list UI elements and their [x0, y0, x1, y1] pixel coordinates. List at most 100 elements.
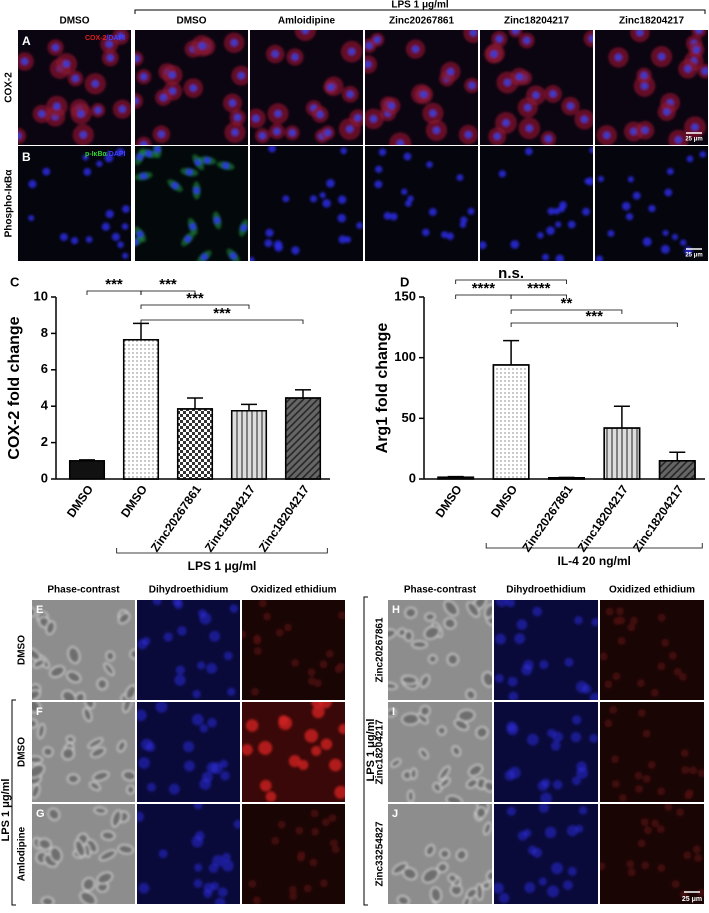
nucleus	[498, 170, 507, 178]
nucleus	[378, 148, 387, 156]
nucleus	[605, 607, 614, 616]
cell	[96, 871, 114, 885]
micrograph	[595, 146, 708, 261]
nucleus	[389, 212, 398, 221]
nucleus	[121, 223, 129, 230]
micrograph	[365, 30, 478, 145]
nucleus	[571, 776, 581, 786]
nucleus	[564, 657, 574, 667]
nucleus	[508, 691, 519, 700]
nucleus	[153, 146, 161, 153]
nucleus	[259, 779, 272, 792]
cell	[122, 702, 133, 713]
nucleus	[506, 600, 516, 608]
nucleus	[426, 161, 433, 168]
nucleus	[52, 44, 60, 52]
nucleus	[82, 154, 89, 161]
group-label: IL-4 20 ng/ml	[558, 554, 631, 568]
nucleus	[189, 223, 197, 231]
panel-letter: D	[400, 274, 409, 289]
cell	[41, 896, 55, 904]
cells	[137, 702, 230, 795]
micrograph	[137, 804, 240, 904]
nucleus	[38, 110, 46, 118]
bar-pattern	[492, 364, 530, 480]
nucleus	[152, 600, 162, 606]
significance-label: ***	[105, 276, 123, 293]
nucleus	[383, 212, 392, 220]
micrograph	[388, 600, 492, 700]
cell	[465, 778, 479, 789]
nucleus	[227, 687, 236, 696]
nucleus	[671, 880, 680, 889]
micrograph	[137, 702, 240, 802]
nucleus	[77, 110, 85, 118]
nucleus	[163, 632, 173, 642]
cell	[391, 862, 408, 875]
nucleus	[578, 806, 588, 815]
cell	[481, 671, 492, 688]
nucleus	[245, 719, 259, 732]
micrograph	[494, 702, 598, 802]
cells	[365, 30, 478, 145]
cell	[92, 770, 110, 782]
nucleus	[258, 741, 273, 755]
stain-label: p-IκBα/DAPI	[85, 151, 126, 158]
nucleus	[697, 888, 704, 897]
row-label: DMSO	[17, 635, 28, 665]
panel-letter: F	[36, 706, 43, 718]
cell	[404, 607, 418, 619]
nucleus	[168, 783, 180, 795]
nucleus	[546, 226, 555, 236]
cell	[32, 784, 41, 799]
nucleus	[441, 231, 448, 239]
cell	[103, 662, 115, 676]
bar-pattern	[603, 427, 641, 480]
panel-letter: G	[36, 808, 45, 820]
nucleus	[198, 42, 206, 50]
nucleus	[273, 127, 281, 135]
micrograph	[388, 702, 492, 802]
nucleus	[684, 65, 692, 73]
nucleus	[538, 877, 547, 886]
column-label: Oxidized ethidium	[250, 585, 336, 596]
nucleus	[137, 639, 148, 650]
nucleus	[207, 717, 217, 728]
nucleus	[206, 662, 217, 674]
bar-pattern	[230, 410, 268, 480]
cell	[32, 702, 41, 714]
nucleus	[158, 849, 168, 859]
bar-pattern	[658, 460, 696, 480]
nucleus	[136, 153, 144, 161]
nucleus	[215, 897, 226, 904]
micrograph	[18, 146, 131, 261]
nucleus	[184, 760, 195, 772]
nucleus	[199, 612, 212, 625]
nucleus	[459, 221, 467, 228]
nucleus	[506, 721, 518, 733]
cell	[436, 725, 447, 736]
nucleus	[277, 820, 286, 829]
image-background	[600, 600, 704, 700]
nucleus	[567, 866, 577, 876]
nucleus	[194, 863, 203, 872]
nucleus	[503, 78, 511, 86]
nucleus	[604, 680, 613, 689]
micrograph	[595, 30, 708, 145]
micrograph	[365, 146, 478, 261]
cell	[18, 127, 27, 145]
nucleus	[553, 207, 561, 215]
nucleus	[348, 48, 356, 56]
nucleus	[550, 741, 561, 751]
nucleus	[609, 705, 618, 714]
nucleus	[18, 132, 22, 140]
nucleus	[694, 854, 703, 863]
cell	[126, 784, 135, 795]
significance-label: ****	[527, 280, 551, 297]
cell	[117, 740, 127, 753]
nucleus	[311, 827, 320, 836]
column-label: Zinc18204217	[504, 16, 569, 27]
nucleus	[549, 90, 557, 98]
nucleus	[493, 132, 501, 140]
nucleus	[657, 662, 666, 671]
